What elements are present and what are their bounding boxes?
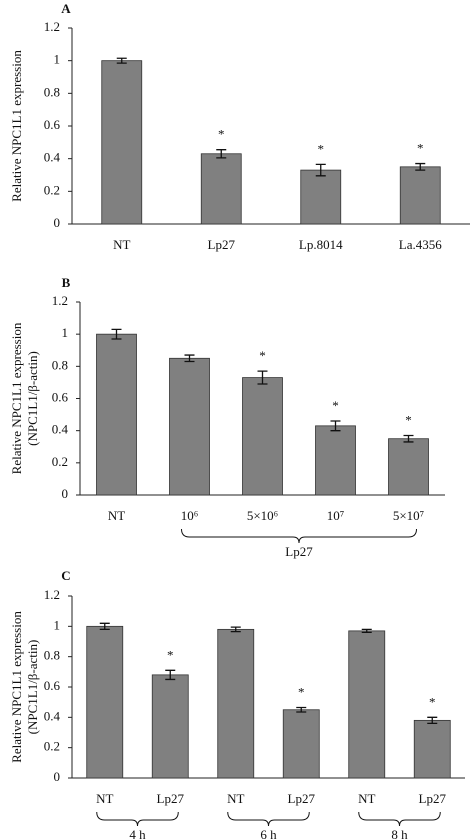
bar	[101, 60, 143, 225]
bar	[96, 333, 137, 496]
error-bar	[361, 628, 372, 634]
x-tick-label: 10⁶	[181, 508, 199, 523]
error-bar	[99, 622, 110, 631]
group-label: Lp27	[285, 544, 313, 559]
y-tick-label: 0.4	[52, 422, 69, 437]
error-bar	[257, 370, 268, 385]
y-tick-label: 0.6	[44, 678, 61, 693]
y-axis-label: Relative NPC1L1 expression	[9, 50, 24, 202]
x-tick-label: Lp27	[208, 237, 236, 252]
bar	[151, 674, 189, 779]
x-tick-label: Lp27	[157, 791, 185, 806]
error-bar	[216, 149, 227, 159]
x-tick-label: La.4356	[399, 237, 442, 252]
bar	[388, 438, 429, 496]
significance-star: *	[218, 127, 225, 142]
bar	[348, 630, 386, 779]
y-axis-label: (NPC1L1/β-actin)	[25, 351, 40, 446]
y-tick-label: 0.6	[52, 389, 69, 404]
y-tick-label: 1	[62, 325, 69, 340]
x-tick-label: Lp27	[419, 791, 447, 806]
group-brace	[181, 528, 417, 544]
y-tick-label: 0.2	[52, 454, 68, 469]
error-bar	[230, 626, 241, 633]
bar	[399, 166, 441, 225]
y-tick-label: 1	[54, 52, 61, 67]
significance-star: *	[405, 412, 412, 427]
y-axis-label: Relative NPC1L1 expression	[9, 611, 24, 763]
y-tick-label: 0.4	[44, 708, 61, 723]
x-tick-label: NT	[358, 791, 375, 806]
y-tick-label: 0.2	[44, 182, 60, 197]
error-bar	[415, 162, 426, 171]
bar	[300, 169, 342, 225]
x-tick-label: NT	[108, 508, 125, 523]
group-label: 4 h	[129, 827, 146, 840]
y-tick-label: 1.2	[52, 293, 68, 308]
significance-star: *	[417, 141, 424, 156]
bar	[242, 377, 283, 496]
bar	[86, 625, 124, 779]
y-tick-label: 0.8	[52, 357, 68, 372]
y-tick-label: 0.8	[44, 84, 60, 99]
x-tick-label: NT	[227, 791, 244, 806]
error-bar	[427, 716, 438, 725]
panel-label: B	[62, 275, 71, 290]
group-brace	[227, 811, 310, 827]
y-tick-label: 0	[62, 486, 69, 501]
bar	[217, 628, 255, 779]
x-tick-label: 10⁷	[327, 508, 345, 523]
bar	[315, 425, 356, 496]
panel-label: C	[61, 568, 70, 583]
group-label: 6 h	[260, 827, 277, 840]
x-tick-label: 5×10⁶	[247, 508, 278, 523]
x-tick-label: NT	[96, 791, 113, 806]
y-axis-label: (NPC1L1/β-actin)	[25, 640, 40, 735]
bar	[169, 357, 210, 496]
x-tick-label: Lp27	[288, 791, 316, 806]
significance-star: *	[429, 694, 436, 709]
y-tick-label: 0	[54, 769, 61, 784]
error-bar	[184, 354, 195, 363]
group-brace	[96, 811, 179, 827]
y-tick-label: 0.8	[44, 648, 60, 663]
y-tick-label: 0.4	[44, 150, 61, 165]
group-brace	[358, 811, 441, 827]
bar	[413, 719, 451, 779]
bar	[200, 153, 242, 225]
error-bar	[111, 328, 122, 340]
significance-star: *	[332, 398, 339, 413]
error-bar	[403, 434, 414, 443]
bar	[282, 709, 320, 779]
y-tick-label: 0.6	[44, 117, 61, 132]
x-tick-label: Lp.8014	[299, 237, 343, 252]
significance-star: *	[259, 348, 266, 363]
y-tick-label: 1.2	[44, 587, 60, 602]
group-label: 8 h	[391, 827, 408, 840]
y-tick-label: 1.2	[44, 19, 60, 34]
panel-label: A	[61, 1, 71, 16]
error-bar	[296, 706, 307, 713]
significance-star: *	[167, 647, 174, 662]
error-bar	[330, 420, 341, 432]
error-bar	[165, 669, 176, 681]
error-bar	[315, 163, 326, 177]
x-tick-label: 5×10⁷	[393, 508, 424, 523]
y-tick-label: 0	[54, 215, 61, 230]
x-tick-label: NT	[113, 237, 130, 252]
significance-star: *	[298, 684, 305, 699]
y-tick-label: 0.2	[44, 739, 60, 754]
significance-star: *	[318, 141, 325, 156]
error-bar	[116, 57, 127, 64]
y-tick-label: 1	[54, 617, 61, 632]
y-axis-label: Relative NPC1L1 expression	[9, 322, 24, 474]
